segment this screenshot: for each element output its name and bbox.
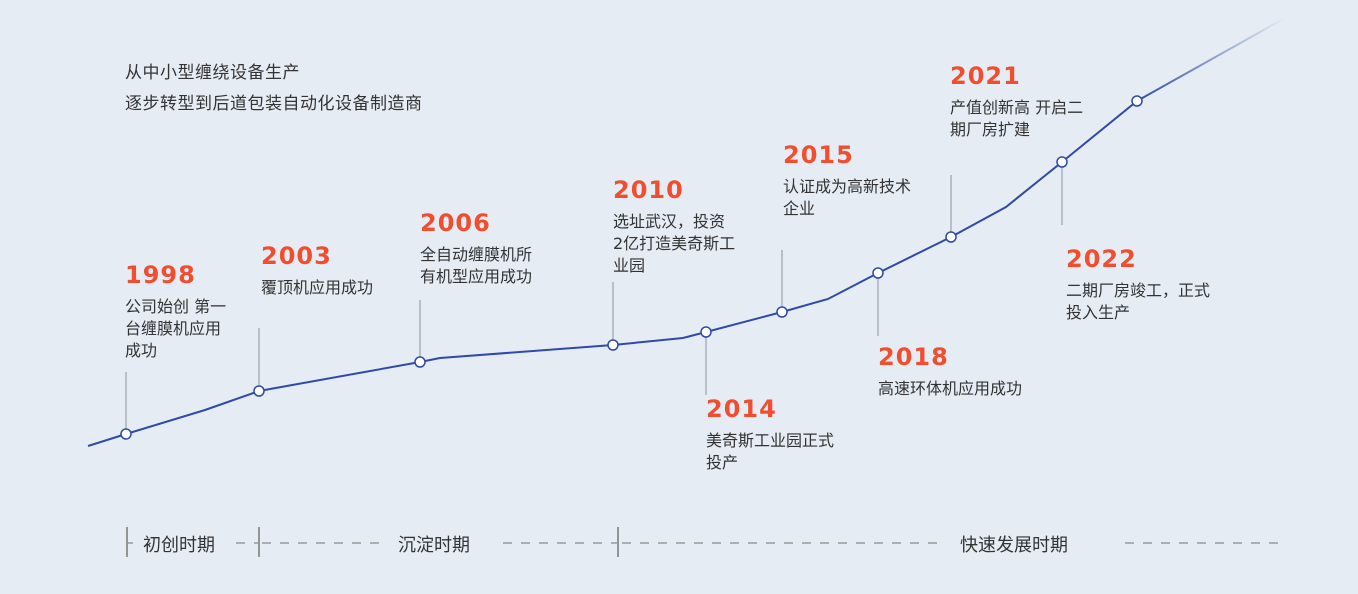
event-text: 全自动缠膜机所 有机型应用成功 [420,245,533,286]
intro-line-1: 从中小型缠绕设备生产 [125,63,300,83]
event-marker-2003 [253,385,265,397]
event-2003: 2003 覆顶机应用成功 [261,242,373,299]
event-2015: 2015 认证成为高新技术 企业 [783,141,911,220]
end-marker [1131,95,1143,107]
event-text: 公司始创 第一 台缠膜机应用 成功 [125,297,227,360]
event-1998: 1998 公司始创 第一 台缠膜机应用 成功 [125,261,226,362]
event-marker-1998 [120,428,132,440]
event-year: 2010 [613,176,684,204]
event-text: 美奇斯工业园正式 投产 [706,431,835,472]
event-year: 1998 [125,261,196,289]
event-marker-2022 [1056,156,1068,168]
event-2018: 2018 高速环体机应用成功 [878,343,1022,400]
event-2014: 2014 美奇斯工业园正式 投产 [706,395,834,474]
event-year: 2003 [261,242,332,270]
event-year: 2014 [706,395,777,423]
event-year: 2006 [420,209,491,237]
event-text: 产值创新高 开启二 期厂房扩建 [950,98,1084,139]
event-text: 选址武汉，投资 2亿打造美奇斯工 业园 [613,212,736,275]
intro-line-2: 逐步转型到后道包装自动化设备制造商 [125,94,423,114]
period-accumulation: 沉淀时期 [398,535,470,556]
period-rapid-growth: 快速发展时期 [960,535,1068,556]
event-text: 高速环体机应用成功 [878,379,1023,398]
growth-line-fade [1136,17,1286,102]
event-2021: 2021 产值创新高 开启二 期厂房扩建 [950,62,1083,141]
event-marker-2010 [607,339,619,351]
event-text: 二期厂房竣工，正式 投入生产 [1066,281,1211,322]
event-year: 2021 [950,62,1021,90]
event-text: 覆顶机应用成功 [261,278,374,297]
event-2010: 2010 选址武汉，投资 2亿打造美奇斯工 业园 [613,176,735,277]
period-founding: 初创时期 [143,535,215,556]
event-2006: 2006 全自动缠膜机所 有机型应用成功 [420,209,532,288]
event-text: 认证成为高新技术 企业 [783,177,912,218]
event-marker-2021 [945,231,957,243]
event-marker-2006 [414,356,426,368]
event-2022: 2022 二期厂房竣工，正式 投入生产 [1066,245,1210,324]
event-marker-2018 [872,267,884,279]
event-year: 2022 [1066,245,1137,273]
event-marker-2014 [700,326,712,338]
event-year: 2015 [783,141,854,169]
event-year: 2018 [878,343,949,371]
event-marker-2015 [776,306,788,318]
growth-line [87,100,1138,447]
